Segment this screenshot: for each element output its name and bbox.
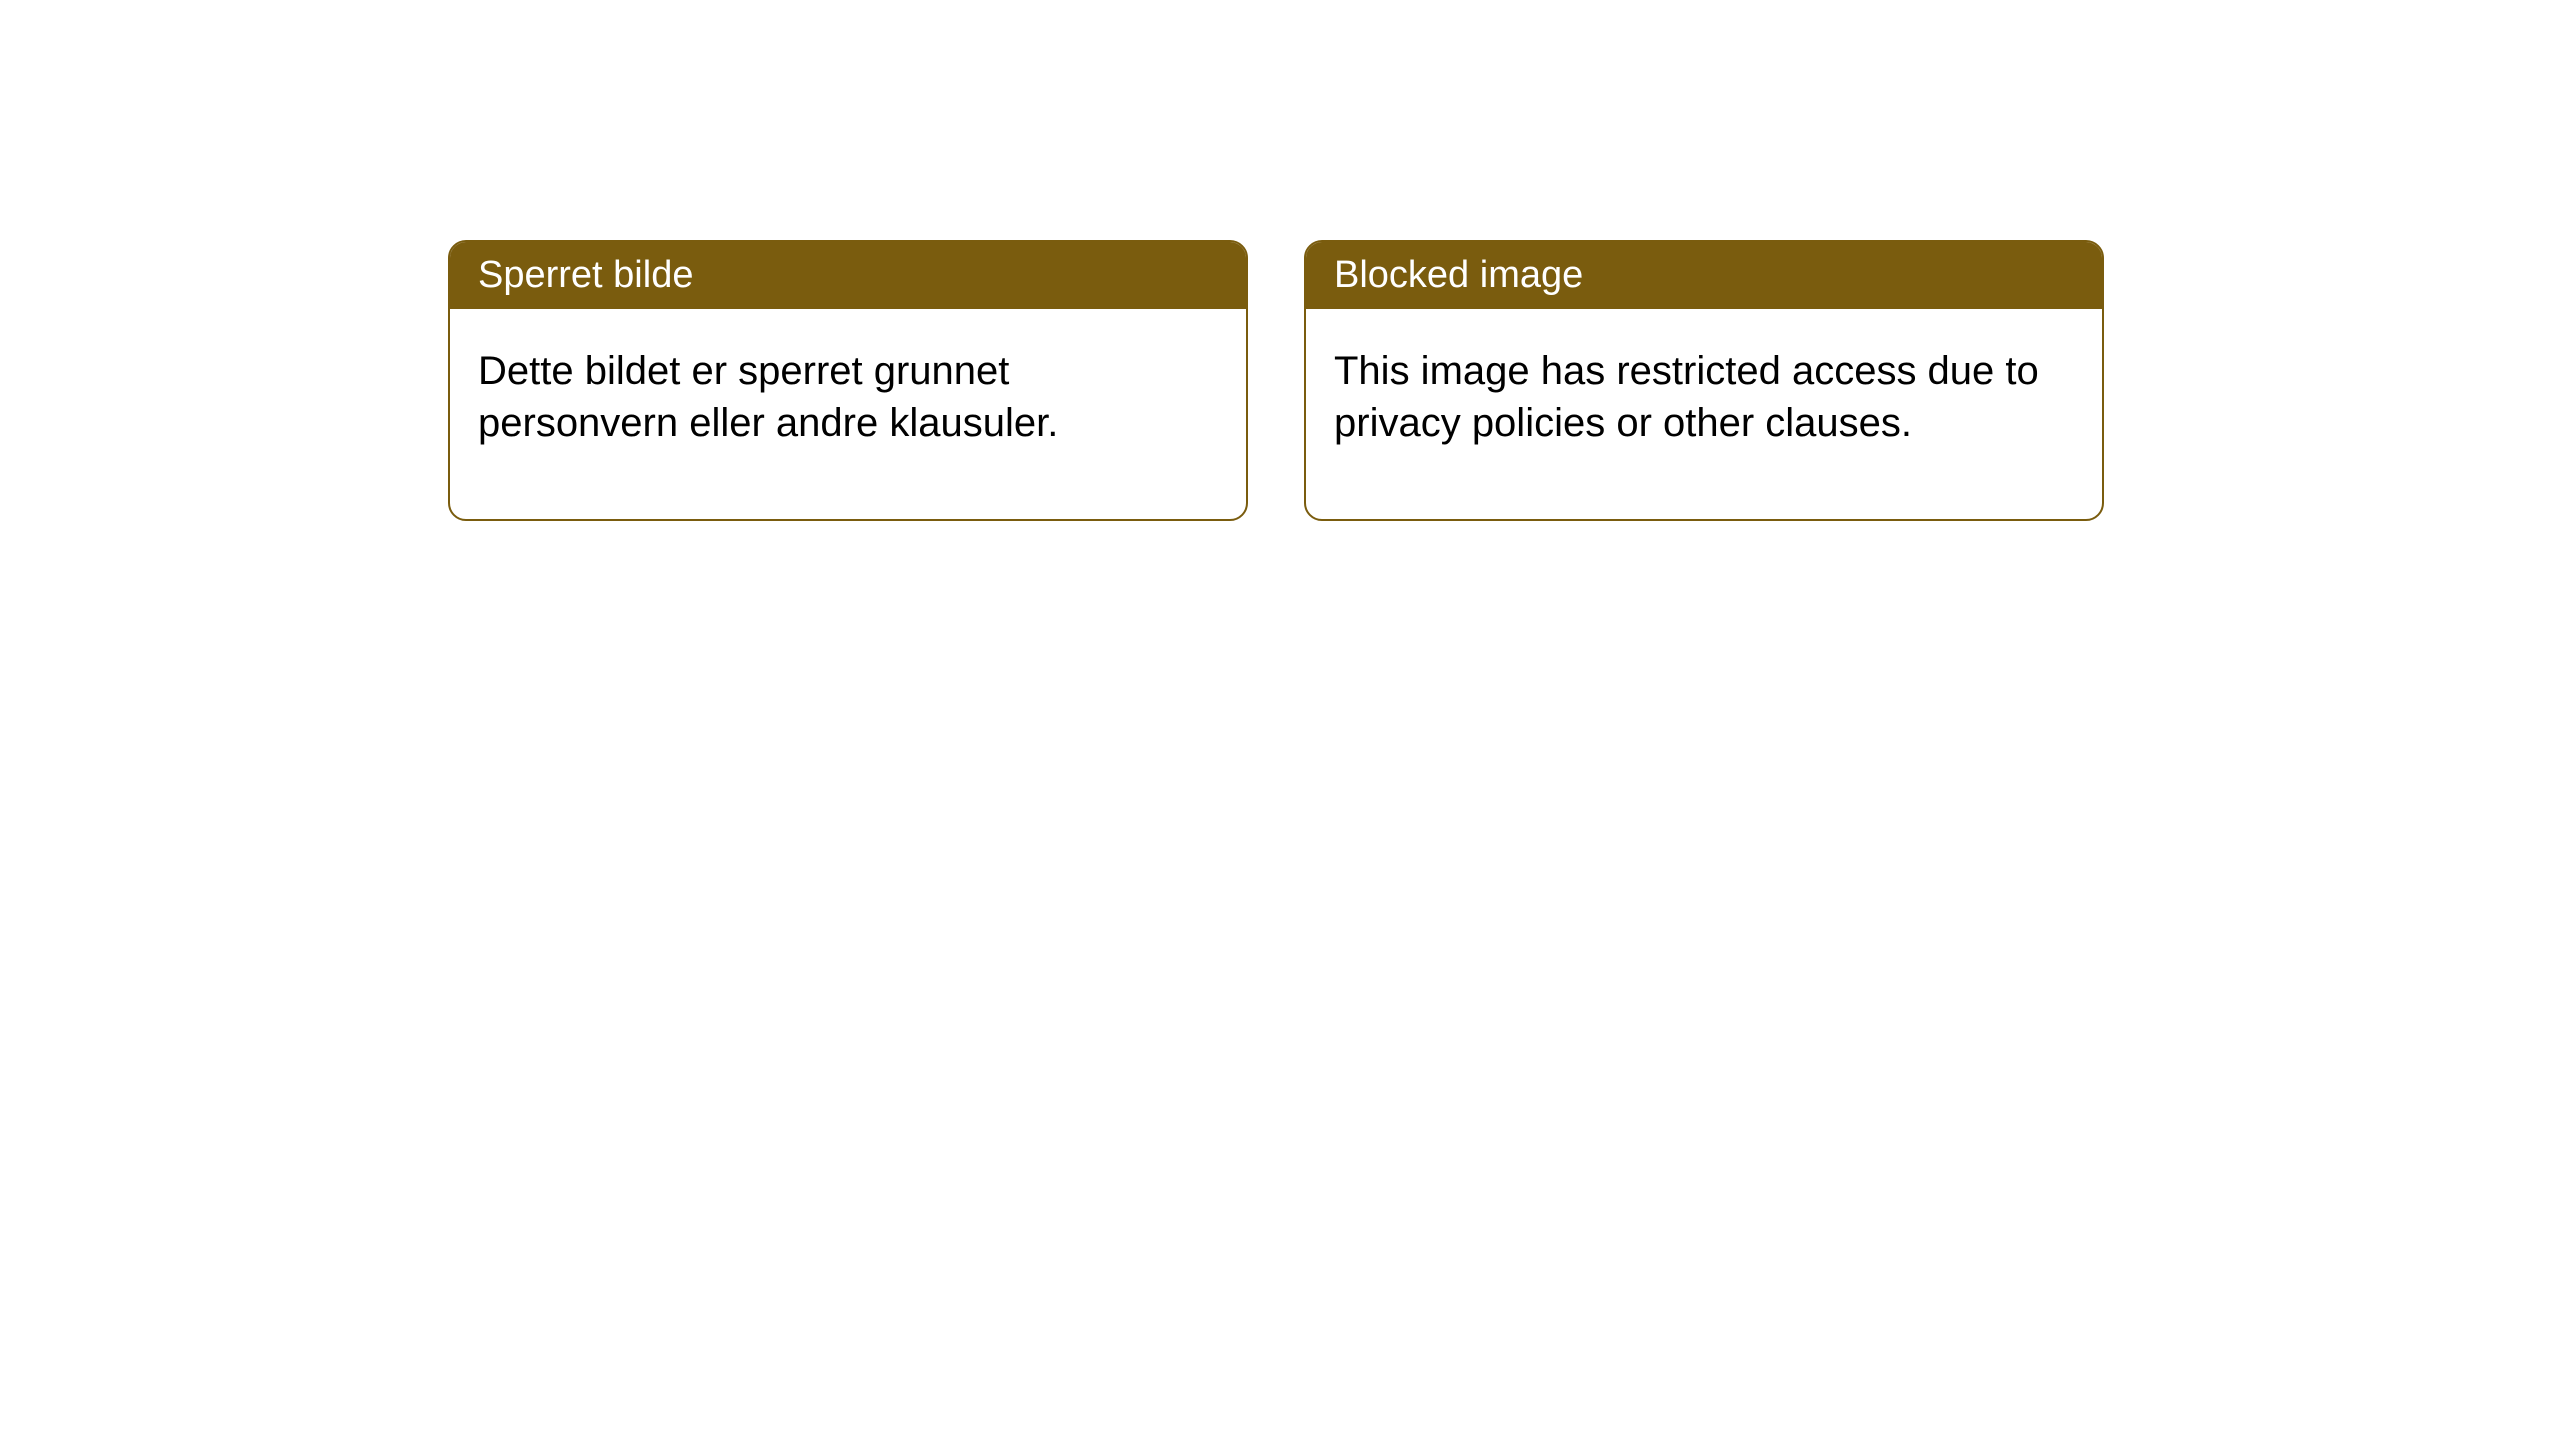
notice-card-english: Blocked image This image has restricted … — [1304, 240, 2104, 521]
notice-cards-container: Sperret bilde Dette bildet er sperret gr… — [448, 240, 2104, 521]
card-title: Sperret bilde — [450, 242, 1246, 309]
card-title: Blocked image — [1306, 242, 2102, 309]
card-body: This image has restricted access due to … — [1306, 309, 2102, 519]
notice-card-norwegian: Sperret bilde Dette bildet er sperret gr… — [448, 240, 1248, 521]
card-body: Dette bildet er sperret grunnet personve… — [450, 309, 1246, 519]
